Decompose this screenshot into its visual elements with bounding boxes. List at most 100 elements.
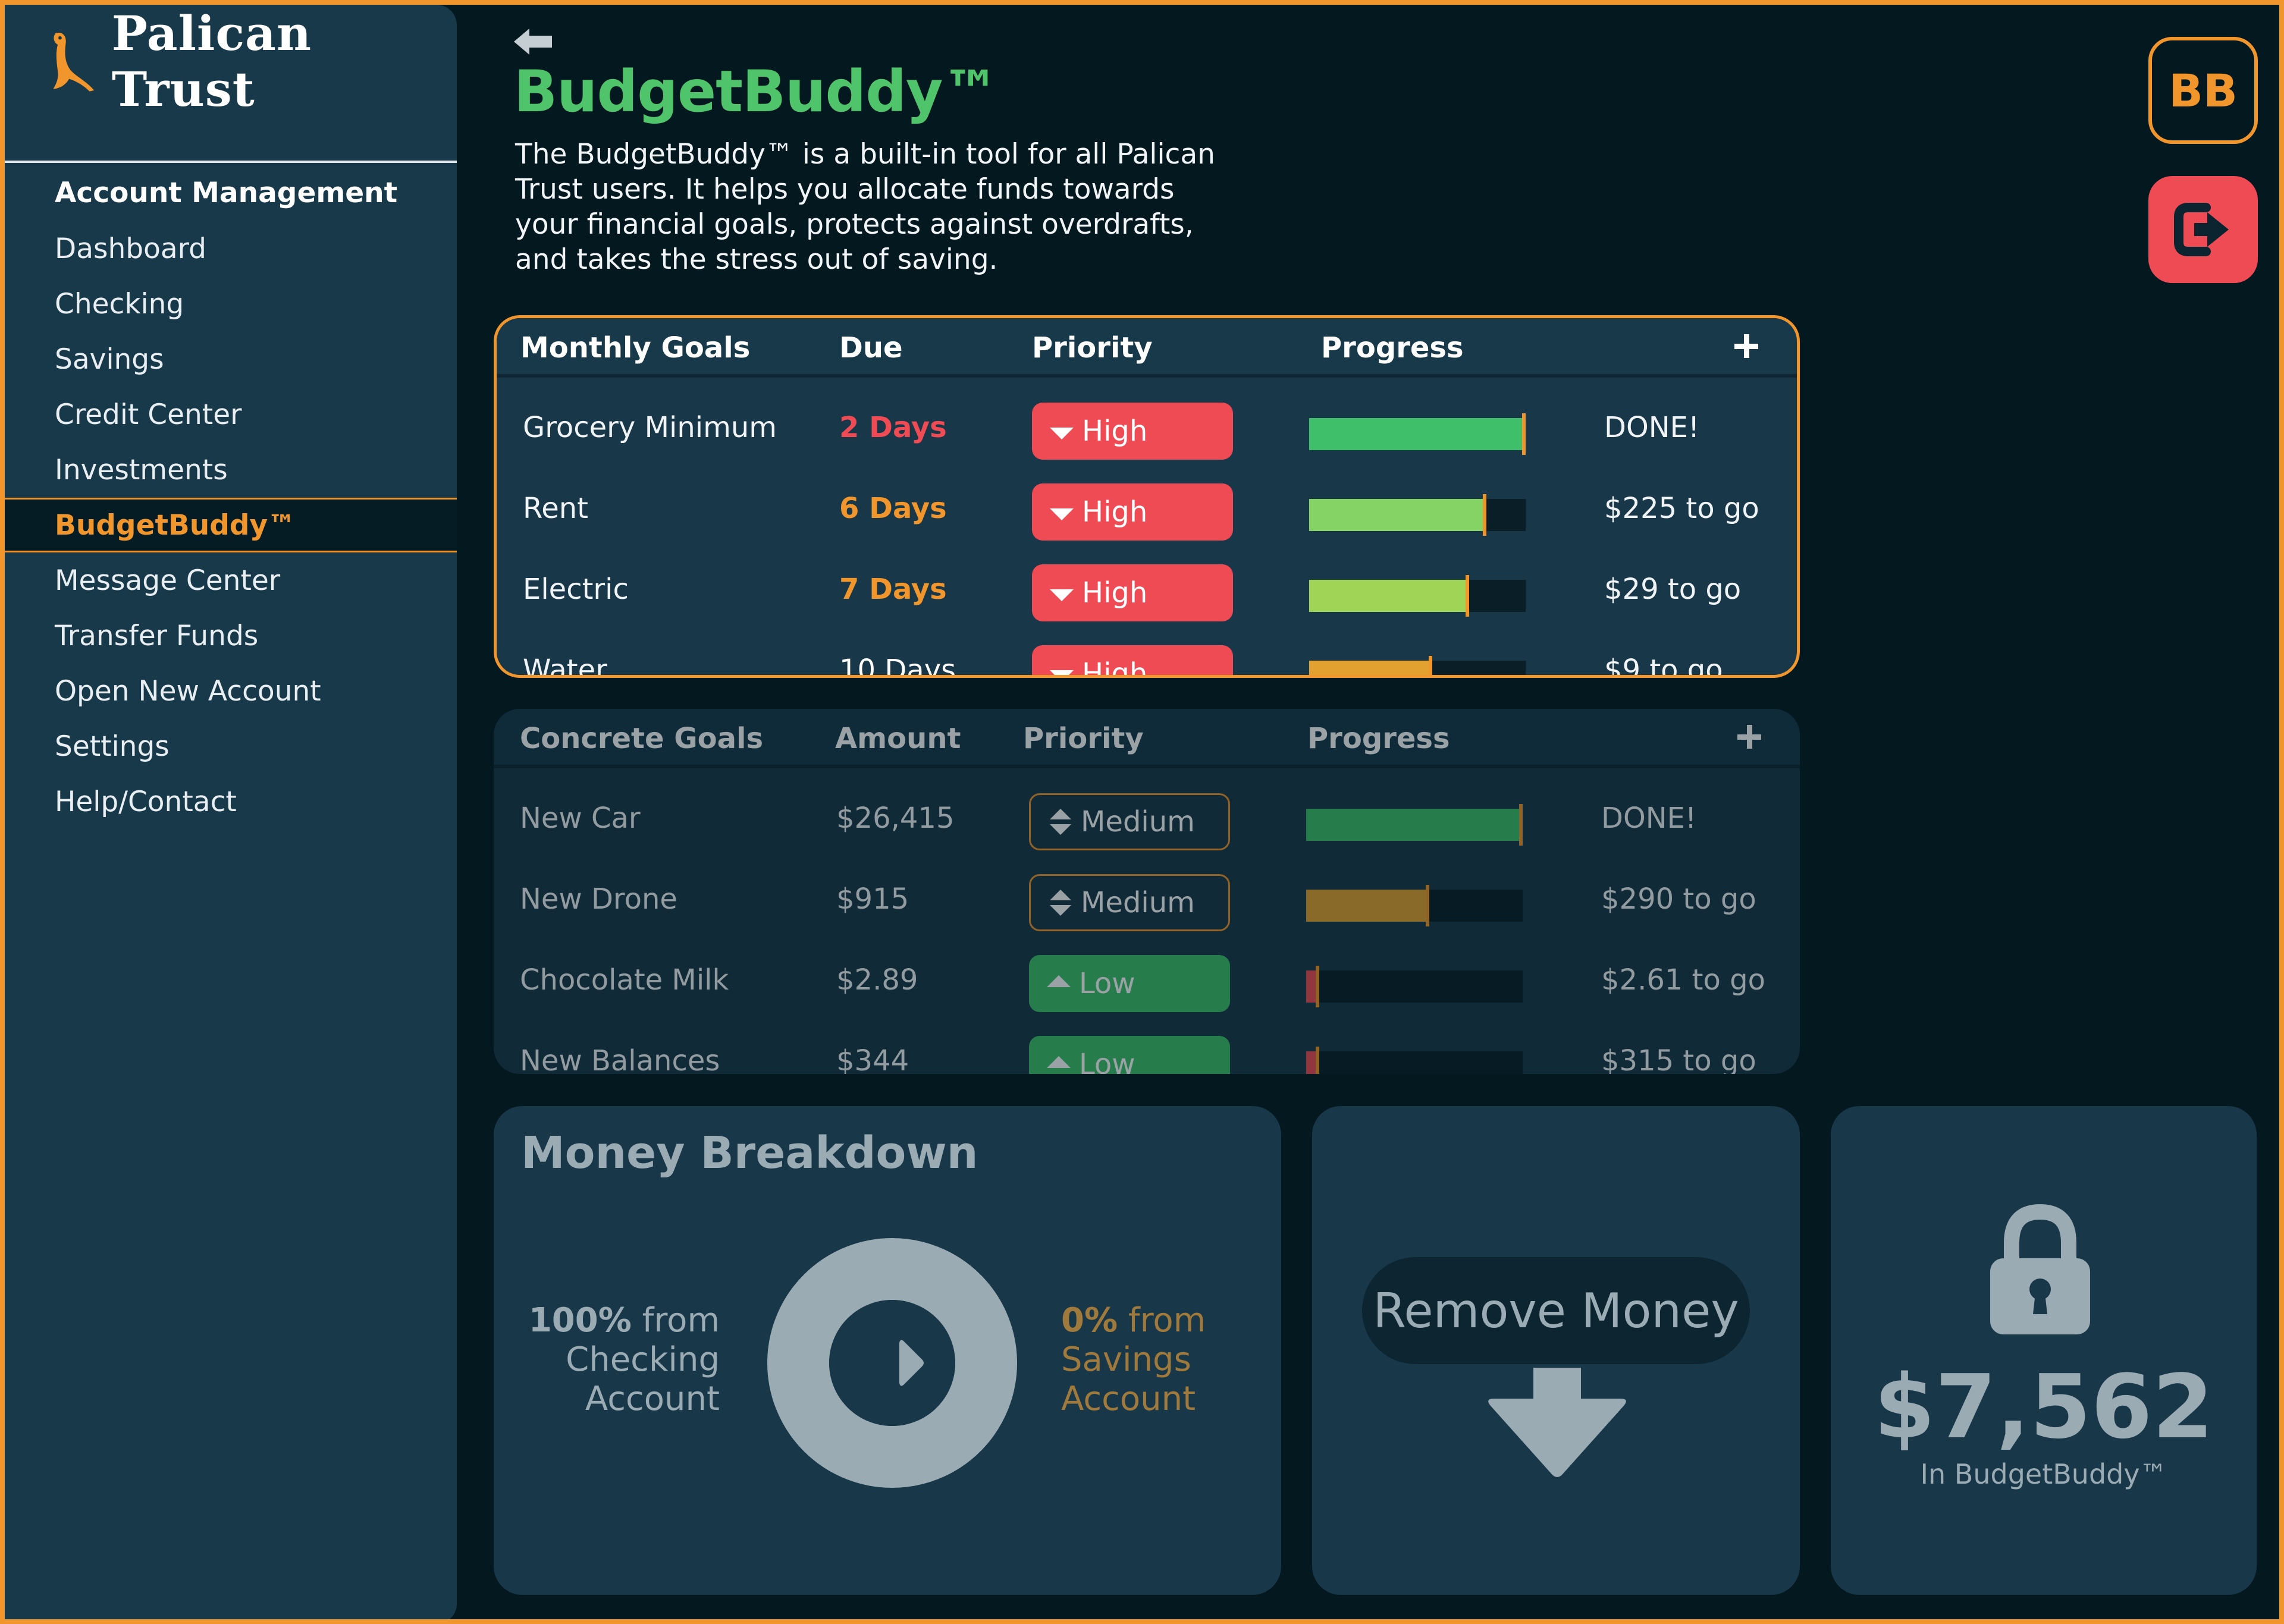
progress-bar (1309, 413, 1526, 455)
progress-bar (1306, 966, 1523, 1007)
brand[interactable]: Palican Trust (45, 5, 457, 117)
column-header-due: Due (839, 331, 903, 365)
column-header-concrete-goals: Concrete Goals (520, 722, 764, 755)
progress-bar-fill (1309, 580, 1469, 612)
chevron-down-icon (1050, 589, 1074, 601)
progress-bar-fill (1306, 809, 1523, 841)
goal-status: DONE! (1604, 411, 1700, 444)
progress-bar (1309, 494, 1526, 536)
table-row[interactable]: New Drone $915 Medium $290 to go (494, 856, 1800, 937)
table-header: Monthly Goals Due Priority Progress (497, 318, 1797, 378)
chevron-down-icon (1050, 670, 1074, 675)
breakdown-donut-chart[interactable] (767, 1238, 1017, 1488)
progress-marker (1316, 1047, 1319, 1074)
concrete-goals-table: Concrete Goals Amount Priority Progress … (494, 709, 1800, 1074)
sidebar-item-help-contact[interactable]: Help/Contact (55, 785, 237, 818)
goal-amount: $915 (836, 882, 909, 916)
brand-divider (5, 161, 457, 163)
priority-badge[interactable]: High (1032, 403, 1233, 460)
add-monthly-goal-plus-icon[interactable] (1731, 331, 1761, 361)
goal-status: $29 to go (1604, 573, 1742, 606)
sidebar-item-settings[interactable]: Settings (55, 730, 170, 763)
goal-name: Rent (523, 492, 588, 525)
remove-money-panel: Remove Money (1312, 1106, 1800, 1595)
progress-marker (1429, 656, 1432, 675)
column-header-priority: Priority (1023, 722, 1144, 755)
sidebar: Palican Trust Account Management Dashboa… (5, 5, 457, 1619)
sidebar-item-dashboard[interactable]: Dashboard (55, 232, 206, 265)
sidebar-item-checking[interactable]: Checking (55, 287, 184, 321)
money-breakdown-panel: Money Breakdown 100% from Checking Accou… (494, 1106, 1281, 1595)
goal-status: $290 to go (1601, 882, 1756, 916)
priority-badge[interactable]: High (1032, 645, 1233, 675)
priority-badge[interactable]: High (1032, 564, 1233, 621)
progress-marker (1466, 575, 1469, 617)
progress-bar (1309, 575, 1526, 617)
sidebar-item-transfer-funds[interactable]: Transfer Funds (55, 619, 259, 652)
table-row[interactable]: New Balances $344 Low $315 to go (494, 1018, 1800, 1074)
user-avatar-button[interactable]: BB (2148, 37, 2258, 144)
priority-label: Low (1079, 1048, 1135, 1074)
table-row[interactable]: Rent 6 Days High $225 to go (497, 466, 1797, 546)
priority-badge[interactable]: Medium (1029, 793, 1230, 850)
table-row[interactable]: Grocery Minimum 2 Days High DONE! (497, 385, 1797, 466)
monthly-goals-table: Monthly Goals Due Priority Progress Groc… (494, 315, 1800, 678)
checking-percent: 100% (528, 1301, 632, 1340)
priority-label: High (1082, 576, 1148, 610)
column-header-progress: Progress (1321, 331, 1464, 365)
priority-label: Medium (1081, 805, 1195, 838)
savings-account-text: Account (1061, 1380, 1196, 1418)
priority-label: Medium (1081, 886, 1195, 919)
priority-badge[interactable]: Medium (1029, 874, 1230, 931)
goal-name: New Car (520, 802, 641, 835)
savings-percent: 0% (1061, 1301, 1118, 1340)
budgetbuddy-balance-amount: $7,562 (1874, 1356, 2214, 1458)
sidebar-item-open-new-account[interactable]: Open New Account (55, 674, 321, 708)
priority-label: High (1082, 414, 1148, 448)
down-arrow-icon[interactable] (1482, 1368, 1632, 1478)
savings-name-text: Savings (1061, 1340, 1191, 1379)
progress-bar-fill (1309, 661, 1432, 675)
progress-marker (1426, 885, 1429, 926)
goal-due: 10 Days (839, 654, 956, 678)
table-row[interactable]: Electric 7 Days High $29 to go (497, 546, 1797, 627)
goal-name: New Balances (520, 1044, 720, 1074)
back-arrow-icon[interactable] (512, 25, 554, 58)
chevron-down-icon (1050, 508, 1074, 520)
progress-marker (1316, 966, 1319, 1007)
checking-account-text: Account (585, 1380, 720, 1418)
logout-button[interactable] (2148, 176, 2258, 283)
remove-money-button[interactable]: Remove Money (1362, 1257, 1750, 1364)
goal-status: DONE! (1601, 802, 1697, 835)
budgetbuddy-balance-label: In BudgetBuddy™ (1920, 1458, 2167, 1490)
logout-icon (2174, 203, 2229, 256)
sidebar-item-investments[interactable]: Investments (55, 453, 228, 486)
page-title: BudgetBuddy™ (514, 58, 999, 125)
sidebar-item-message-center[interactable]: Message Center (55, 564, 281, 597)
sidebar-item-credit-center[interactable]: Credit Center (55, 398, 242, 431)
table-row[interactable]: Chocolate Milk $2.89 Low $2.61 to go (494, 937, 1800, 1018)
goal-amount: $2.89 (836, 963, 918, 997)
chevron-up-icon (1047, 975, 1071, 987)
goal-name: New Drone (520, 882, 677, 916)
progress-bar-fill (1306, 890, 1429, 922)
goal-name: Chocolate Milk (520, 963, 729, 997)
sidebar-item-budgetbuddy[interactable]: BudgetBuddy™ (5, 498, 457, 552)
table-row[interactable]: New Car $26,415 Medium DONE! (494, 775, 1800, 856)
sort-updown-icon (1050, 809, 1071, 835)
savings-from-text: from (1128, 1301, 1206, 1340)
progress-marker (1519, 804, 1523, 846)
add-concrete-goal-plus-icon[interactable] (1734, 722, 1764, 752)
chevron-up-icon (1047, 1056, 1071, 1068)
goal-due: 6 Days (839, 492, 947, 525)
priority-badge[interactable]: Low (1029, 955, 1230, 1012)
table-row[interactable]: Water 10 Days High $9 to go (497, 627, 1797, 678)
column-header-monthly-goals: Monthly Goals (520, 331, 751, 365)
checking-from-text: from (642, 1301, 720, 1340)
priority-badge[interactable]: Low (1029, 1036, 1230, 1074)
sidebar-item-savings[interactable]: Savings (55, 343, 164, 376)
progress-bar (1309, 656, 1526, 675)
goal-name: Water (523, 654, 607, 678)
priority-badge[interactable]: High (1032, 483, 1233, 541)
